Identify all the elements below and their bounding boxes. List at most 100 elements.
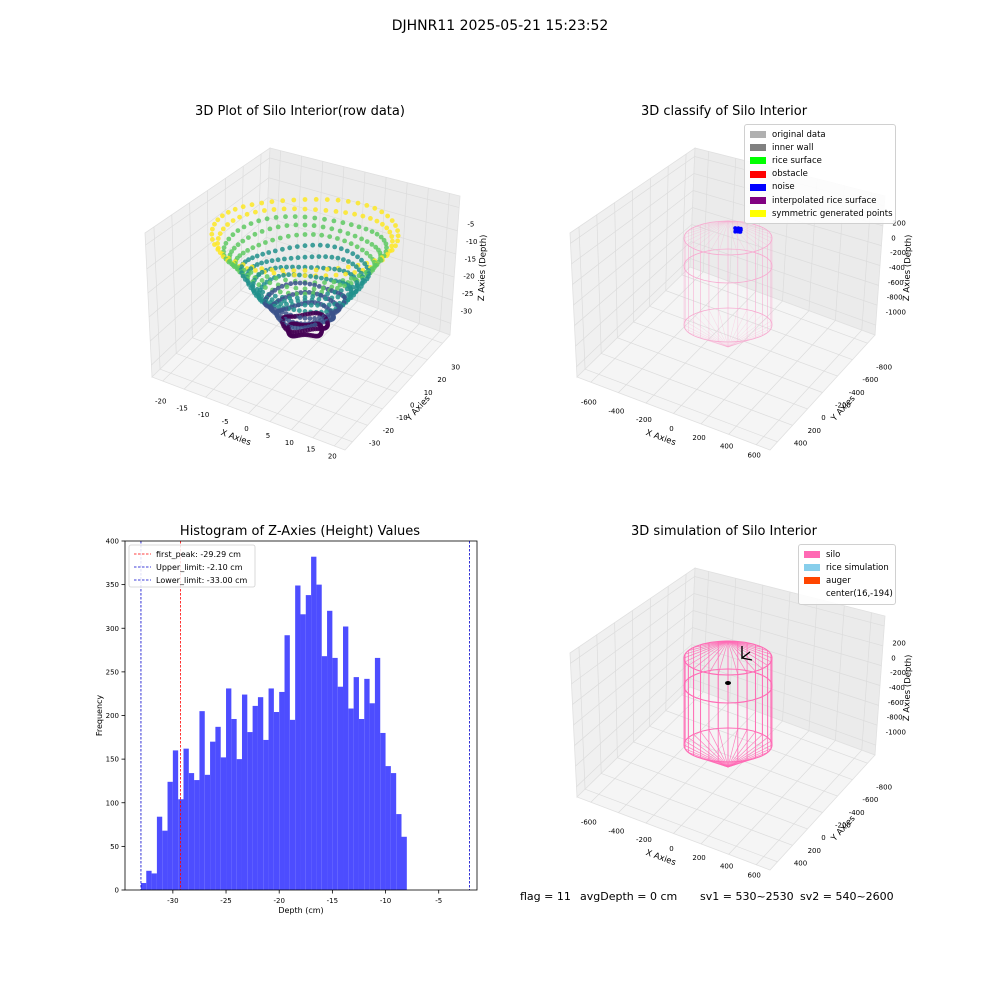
- plot2-silo-roof-line: [727, 220, 763, 249]
- plot1-y-tick-label: 10: [424, 389, 433, 397]
- data-point: [374, 231, 380, 237]
- histogram-bar: [236, 759, 242, 891]
- data-point: [368, 216, 373, 221]
- data-point: [363, 226, 369, 232]
- plot2-y-gridline: [681, 154, 868, 344]
- histogram-bar: [332, 657, 338, 890]
- data-point: [254, 253, 260, 259]
- plot4-silo-roof-line: [727, 640, 768, 651]
- plot1-x-tick-label: 15: [306, 446, 315, 454]
- legend-label: obstacle: [772, 169, 808, 180]
- plot1-x-gridline: [312, 187, 429, 439]
- data-point: [291, 333, 297, 339]
- data-point: [272, 293, 278, 299]
- histogram-bar: [252, 705, 258, 890]
- data-point: [346, 259, 351, 264]
- data-point: [307, 316, 313, 321]
- legend-swatch: [750, 144, 766, 152]
- data-point: [294, 232, 299, 238]
- plot2-silo-roof-line: [727, 220, 773, 239]
- plot4-z-tick-label: -200: [890, 669, 906, 677]
- data-point: [230, 232, 236, 238]
- histogram-bar: [226, 688, 232, 890]
- data-point: [249, 202, 255, 208]
- legend-item-center: center(16,-194): [804, 588, 893, 601]
- plot4-silo-roof-line: [700, 640, 729, 672]
- data-point: [340, 220, 346, 226]
- plot2-silo-base-line: [700, 311, 729, 348]
- plot2-silo-roof-line: [693, 220, 729, 249]
- data-point: [212, 221, 217, 227]
- legend-item-auger: auger: [804, 574, 890, 587]
- plot2-silo-base-line: [727, 328, 771, 348]
- data-point: [269, 199, 275, 205]
- plot2-y-tick-label: 400: [794, 440, 807, 448]
- plot4-y-gridline: [681, 574, 868, 764]
- x-tick-label: -20: [273, 897, 284, 905]
- plot4-z-axis-label: Z Axies (Depth): [902, 654, 914, 721]
- legend-swatch: [804, 551, 820, 559]
- data-point: [259, 278, 265, 283]
- legend-item-interpolated: interpolated rice surface: [750, 194, 890, 207]
- legend-swatch: [804, 564, 820, 572]
- data-point: [302, 222, 308, 228]
- plot2-x-tick-label: -200: [636, 416, 652, 424]
- histogram-bar: [215, 726, 221, 890]
- data-point: [248, 221, 254, 227]
- plot2-silo-base-line: [688, 332, 729, 348]
- plot1-y-gridline: [189, 202, 383, 410]
- data-point: [348, 222, 354, 228]
- plot4-silo-base-line: [727, 748, 772, 768]
- plot4-y-tick-label: 400: [794, 860, 807, 868]
- data-point: [260, 289, 266, 295]
- plot4-y-axis-label: Y Axies: [829, 813, 858, 844]
- data-point: [292, 329, 297, 335]
- plot3-title: Histogram of Z-Axies (Height) Values: [179, 524, 421, 539]
- data-point: [259, 200, 265, 206]
- data-point: [308, 273, 313, 279]
- data-point: [284, 301, 289, 307]
- plot2-silo-base-line: [727, 332, 768, 348]
- histogram-bar: [241, 694, 248, 890]
- plot1-z-tick-label: -10: [466, 238, 477, 246]
- data-point: [322, 280, 327, 285]
- data-point: [350, 261, 356, 267]
- plot4-x-tick-label: -600: [581, 818, 597, 826]
- histogram-bar: [268, 688, 274, 890]
- plot1-y-tick-label: 30: [451, 363, 460, 371]
- data-point: [379, 209, 385, 215]
- data-point: [337, 282, 343, 288]
- plot4-x-gridline: [618, 578, 737, 813]
- data-point: [378, 234, 384, 240]
- plot4-z-gridline: [574, 644, 879, 746]
- plot3-legend: [128, 544, 256, 588]
- plot4-silo-roof-line: [693, 640, 729, 669]
- plot4-x-tick-label: -200: [636, 836, 652, 844]
- data-point: [348, 241, 354, 247]
- histogram-bar: [321, 656, 328, 890]
- data-point: [318, 293, 324, 298]
- histogram-bar: [295, 585, 301, 890]
- plot4-y-gridline: [578, 646, 778, 863]
- legend-item-inner-wall: inner wall: [750, 141, 890, 154]
- plot2-silo-base-line: [718, 341, 729, 348]
- histogram-bar: [401, 836, 407, 890]
- plot2-silo-roof-line: [727, 220, 772, 242]
- data-point: [291, 307, 297, 313]
- data-point: [264, 274, 270, 279]
- plot2-y-tick-label: -200: [835, 402, 851, 410]
- data-point: [225, 209, 231, 215]
- plot4-z-gridline: [572, 610, 882, 705]
- data-point: [323, 296, 328, 302]
- plot2-y-gridline: [578, 226, 778, 443]
- plot4-silo-base-line: [708, 729, 729, 768]
- plot4-z-tick-label: 200: [892, 639, 905, 647]
- data-point: [302, 273, 308, 278]
- data-point: [310, 242, 316, 248]
- plot1-y-gridline: [153, 226, 353, 443]
- plot2-silo-base-line: [708, 309, 729, 348]
- y-tick-label: 150: [106, 756, 119, 764]
- plot4-y-tick-label: -600: [862, 796, 878, 804]
- plot4-z-gridline: [571, 593, 883, 685]
- plot1-z-tick-label: -25: [462, 290, 473, 298]
